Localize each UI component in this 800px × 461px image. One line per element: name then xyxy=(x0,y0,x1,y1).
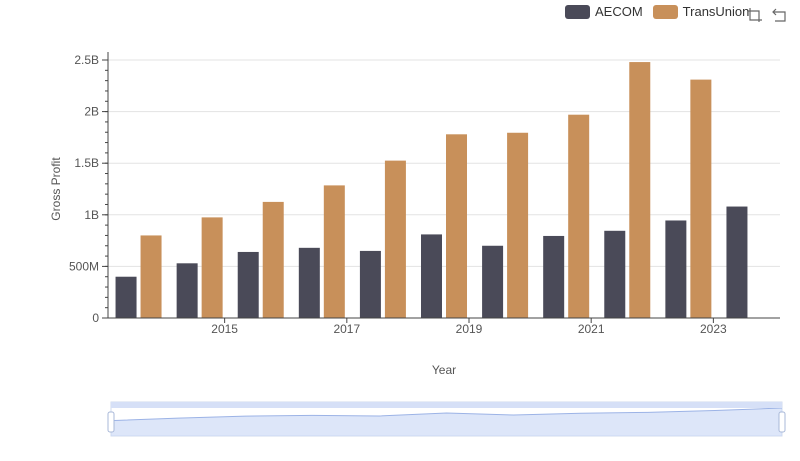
bar-aecom-2024[interactable] xyxy=(726,206,748,318)
zoom-preview-area xyxy=(111,408,782,436)
x-tick-label: 2015 xyxy=(211,322,238,336)
legend-swatch-transunion xyxy=(652,4,678,19)
legend-swatch-aecom xyxy=(565,4,590,19)
bar-aecom-2016[interactable] xyxy=(237,251,259,318)
bar-aecom-2021[interactable] xyxy=(543,235,565,318)
zoom-handle-right[interactable] xyxy=(778,411,786,433)
bar-transunion-2023[interactable] xyxy=(690,79,712,318)
x-tick-label: 2021 xyxy=(578,322,605,336)
y-tick-label: 1B xyxy=(84,208,99,222)
bar-transunion-2021[interactable] xyxy=(568,114,590,318)
bar-transunion-2016[interactable] xyxy=(262,201,284,318)
zoom-move-handle[interactable] xyxy=(111,402,782,408)
bar-aecom-2015[interactable] xyxy=(176,263,198,318)
legend: AECOM TransUnion xyxy=(565,4,749,19)
bar-aecom-2020[interactable] xyxy=(482,245,504,318)
x-tick-label: 2023 xyxy=(700,322,727,336)
restore-icon[interactable] xyxy=(770,6,788,24)
legend-label-transunion: TransUnion xyxy=(682,4,750,19)
bar-aecom-2014[interactable] xyxy=(115,276,137,318)
bar-transunion-2019[interactable] xyxy=(446,134,467,318)
x-axis: 2015 2017 2019 2021 2023 xyxy=(108,317,780,336)
bar-transunion-2020[interactable] xyxy=(507,132,529,318)
bar-transunion-2017[interactable] xyxy=(323,185,345,318)
zoom-preview-line xyxy=(110,407,783,422)
x-tick-label: 2017 xyxy=(333,322,360,336)
bar-transunion-2018[interactable] xyxy=(384,160,406,318)
zoom-handle-left[interactable] xyxy=(107,411,115,433)
legend-item-aecom[interactable]: AECOM xyxy=(565,4,643,19)
bar-aecom-2018[interactable] xyxy=(359,250,381,318)
bars xyxy=(115,62,748,319)
bar-transunion-2022[interactable] xyxy=(629,62,651,319)
y-tick-label: 0 xyxy=(92,311,99,325)
bar-transunion-2015[interactable] xyxy=(201,217,223,318)
bar-aecom-2019[interactable] xyxy=(421,234,442,318)
y-tick-label: 500M xyxy=(69,259,99,273)
x-tick-label: 2019 xyxy=(456,322,483,336)
bar-aecom-2022[interactable] xyxy=(604,230,626,318)
y-axis-title: Gross Profit xyxy=(49,157,63,221)
zoom-icon[interactable] xyxy=(746,6,764,24)
y-tick-label: 2B xyxy=(84,105,99,119)
data-zoom-slider[interactable] xyxy=(107,401,786,437)
bar-transunion-2014[interactable] xyxy=(140,235,162,318)
y-axis: 0 500M 1B 1.5B 2B 2.5B xyxy=(69,52,109,325)
legend-label-aecom: AECOM xyxy=(595,4,643,19)
bar-aecom-2017[interactable] xyxy=(298,247,320,318)
y-tick-label: 2.5B xyxy=(74,53,99,67)
y-tick-label: 1.5B xyxy=(74,156,99,170)
bar-aecom-2023[interactable] xyxy=(665,220,687,318)
x-axis-title: Year xyxy=(432,363,456,377)
legend-item-transunion[interactable]: TransUnion xyxy=(652,4,750,19)
toolbox xyxy=(746,6,788,24)
